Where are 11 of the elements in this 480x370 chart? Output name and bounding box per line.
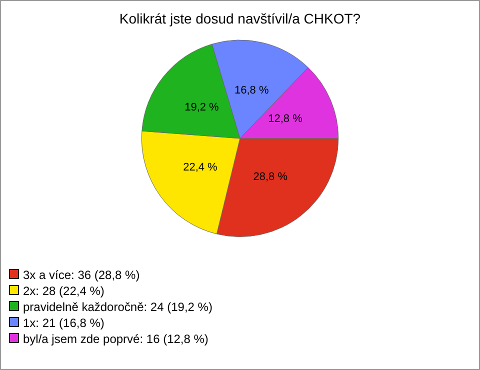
chart-title: Kolikrát jste dosud navštívil/a CHKOT? xyxy=(119,10,361,26)
data-label: 16,8 % xyxy=(234,84,269,97)
data-label: 19,2 % xyxy=(184,102,220,114)
data-label: 28,8 % xyxy=(253,171,288,184)
legend-label: pravidelně každoročně: 24 (19,2 %) xyxy=(22,299,212,315)
data-label: 12,8 % xyxy=(268,113,303,126)
legend-label: 1x: 21 (16,8 %) xyxy=(22,315,106,331)
data-label: 22,4 % xyxy=(183,161,218,174)
legend-label: byl/a jsem zde poprvé: 16 (12,8 %) xyxy=(22,331,210,347)
legend-label: 2x: 28 (22,4 %) xyxy=(22,283,106,299)
legend-label: 3x a více: 36 (28,8 %) xyxy=(22,267,141,283)
